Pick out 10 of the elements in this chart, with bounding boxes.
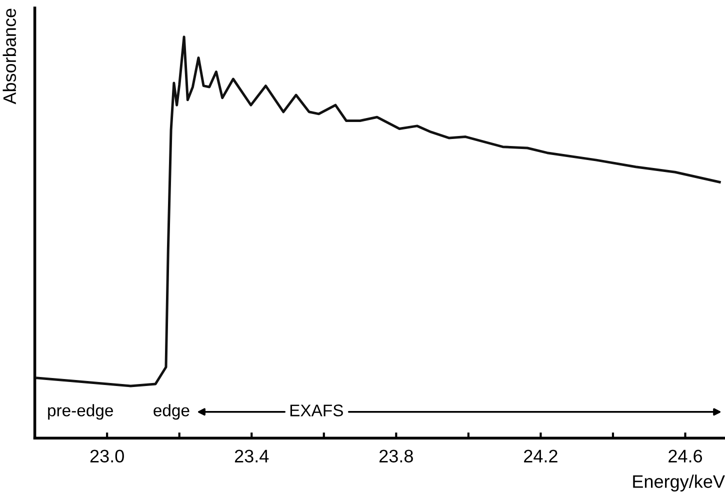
annotation: EXAFS: [290, 404, 343, 416]
y-axis-title: Absorbance: [2, 8, 16, 104]
x-tick-label: 23.4: [234, 450, 269, 462]
x-tick-label: 24.6: [668, 450, 702, 462]
annotation: edge: [154, 404, 190, 420]
x-axis-title: Energy/keV: [633, 474, 725, 492]
x-tick-label: 24.2: [524, 450, 558, 462]
annotation: pre-edge: [48, 404, 113, 420]
x-tick-label: 23.8: [380, 450, 413, 462]
x-tick-label: 23.0: [90, 450, 124, 462]
